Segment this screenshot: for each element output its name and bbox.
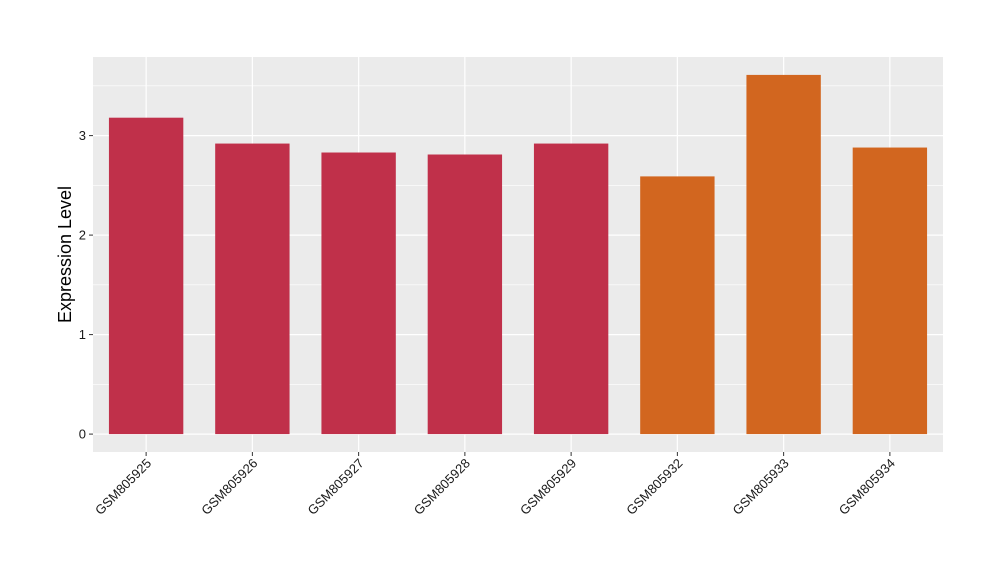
y-axis-title: Expression Level — [55, 186, 75, 323]
y-axis: 0 1 2 3 — [79, 128, 93, 442]
bar — [746, 74, 821, 435]
bar — [427, 154, 503, 435]
x-tick-label: GSM805925 — [92, 456, 154, 518]
y-tick-label: 0 — [79, 427, 86, 442]
x-tick-label: GSM805927 — [305, 456, 367, 518]
y-tick-label: 3 — [79, 128, 86, 143]
bar — [533, 143, 609, 435]
x-tick-label: GSM805932 — [623, 456, 685, 518]
x-tick-label: GSM805928 — [411, 456, 473, 518]
bar — [852, 147, 928, 435]
bar — [215, 143, 290, 435]
x-tick-label: GSM805934 — [836, 456, 898, 518]
y-tick-label: 2 — [79, 228, 86, 243]
bar — [108, 117, 184, 435]
bar — [321, 152, 396, 435]
x-tick-label: GSM805929 — [517, 456, 579, 518]
x-tick-label: GSM805933 — [730, 456, 792, 518]
bar — [640, 176, 715, 435]
x-axis: GSM805925 GSM805926 GSM805927 GSM805928 GSM8… — [92, 452, 898, 518]
x-tick-label: GSM805926 — [198, 456, 260, 518]
bars — [108, 74, 928, 435]
y-tick-label: 1 — [79, 327, 86, 342]
